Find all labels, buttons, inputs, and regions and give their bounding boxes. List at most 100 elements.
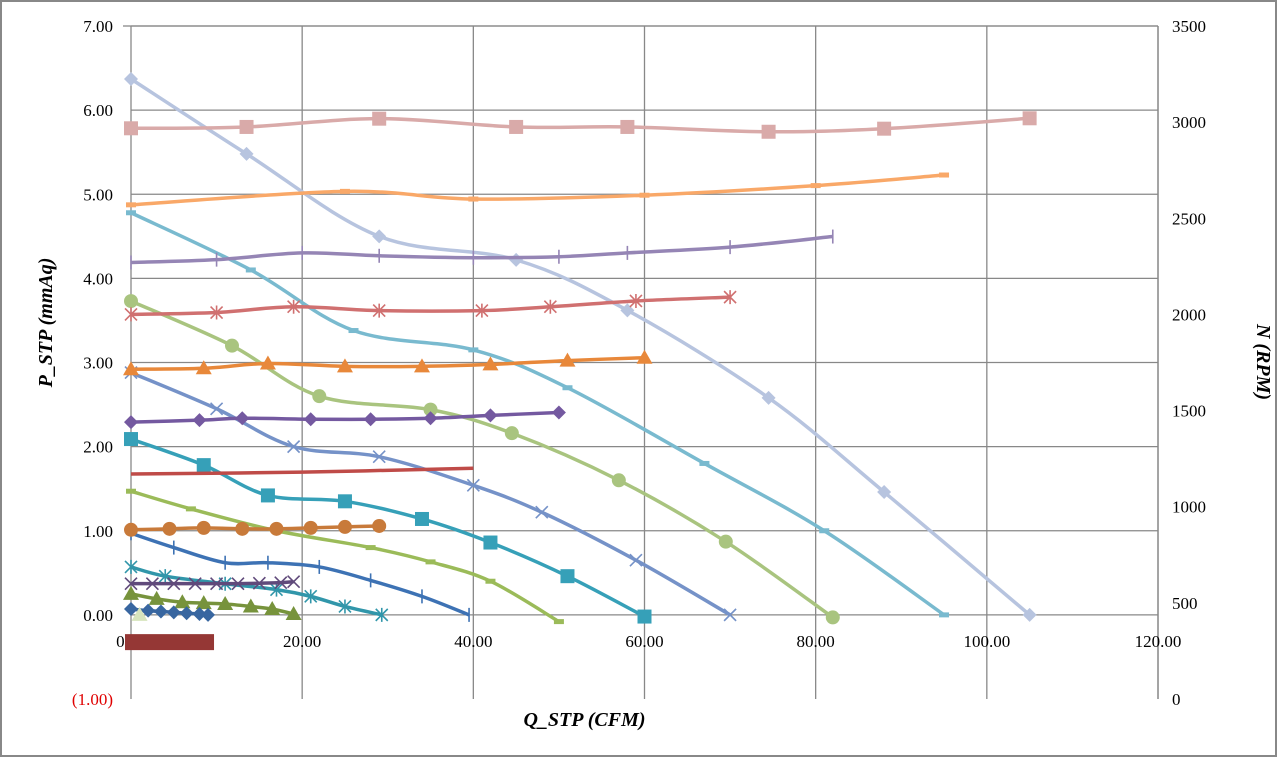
- series-p5: [124, 432, 652, 624]
- diamond-marker: [303, 412, 318, 427]
- y2-tick-label: 3500: [1172, 17, 1206, 36]
- x-marker: [466, 478, 480, 492]
- triangle-marker: [242, 598, 259, 613]
- asterisk-marker: [475, 303, 489, 318]
- y-tick-label: 5.00: [83, 185, 113, 204]
- square-marker: [1022, 111, 1037, 126]
- series-line: [130, 77, 1031, 617]
- x-marker: [274, 576, 288, 590]
- diamond-marker: [124, 415, 138, 430]
- asterisk-marker: [210, 305, 224, 320]
- series-line: [131, 579, 294, 586]
- triangle-marker: [123, 361, 139, 376]
- square-marker: [761, 124, 776, 139]
- x-marker: [372, 450, 386, 464]
- series-n8: [124, 518, 387, 537]
- series-line: [130, 295, 731, 317]
- circle-marker: [269, 521, 284, 536]
- x-marker: [535, 505, 549, 519]
- diamond-marker: [509, 252, 524, 267]
- triangle-marker: [131, 606, 148, 621]
- triangle-marker: [336, 358, 353, 373]
- triangle-marker: [482, 356, 499, 371]
- series-n9: [124, 575, 301, 591]
- triangle-marker: [413, 358, 430, 373]
- diamond-marker: [153, 604, 168, 619]
- y-tick-label: 2.00: [83, 438, 113, 457]
- x-marker: [188, 577, 202, 591]
- x-marker: [723, 608, 737, 622]
- diamond-marker: [141, 603, 156, 618]
- x-marker: [145, 577, 159, 591]
- x-axis-title: Q_STP (CFM): [523, 709, 645, 731]
- diamond-marker: [877, 485, 892, 500]
- square-marker: [124, 432, 138, 447]
- series-line: [130, 116, 1030, 134]
- triangle-marker: [259, 355, 276, 370]
- circle-marker: [372, 518, 387, 533]
- diamond-marker: [761, 390, 776, 405]
- x-tick-label: 80.00: [797, 632, 835, 651]
- square-marker: [196, 458, 211, 473]
- diamond-marker: [192, 413, 207, 428]
- triangle-marker: [174, 594, 191, 609]
- square-marker: [260, 488, 275, 503]
- asterisk-marker: [124, 559, 138, 574]
- square-marker: [372, 111, 387, 126]
- asterisk-marker: [304, 589, 318, 604]
- asterisk-marker: [287, 299, 301, 314]
- circle-marker: [337, 519, 352, 534]
- triangle-marker: [264, 600, 281, 615]
- circle-marker: [423, 402, 438, 417]
- circle-marker: [312, 389, 327, 404]
- triangle-marker: [217, 595, 234, 610]
- x-marker: [252, 576, 266, 590]
- circle-marker: [124, 294, 138, 309]
- diamond-marker: [192, 607, 207, 622]
- y2-tick-label: 3000: [1172, 113, 1206, 132]
- circle-marker: [825, 610, 840, 625]
- diamond-marker: [166, 605, 181, 620]
- triangle-marker: [636, 349, 653, 364]
- asterisk-marker: [375, 607, 389, 622]
- asterisk-marker: [124, 307, 138, 322]
- series-line: [130, 173, 945, 207]
- x-marker: [287, 440, 301, 454]
- diamond-marker: [124, 71, 138, 86]
- circle-marker: [162, 521, 177, 536]
- square-marker: [637, 609, 652, 624]
- asterisk-marker: [372, 303, 386, 318]
- asterisk-marker: [338, 599, 352, 614]
- diamond-marker: [201, 607, 216, 622]
- y2-tick-label: 500: [1172, 594, 1198, 613]
- asterisk-marker: [629, 293, 643, 308]
- series-p8: [124, 559, 389, 622]
- diamond-marker: [551, 405, 566, 420]
- x-marker: [210, 577, 224, 591]
- series-p2: [126, 210, 950, 618]
- series-p9: [123, 585, 302, 621]
- x-marker: [287, 575, 301, 589]
- x-tick-label: 20.00: [283, 632, 321, 651]
- asterisk-marker: [723, 290, 737, 305]
- square-marker: [877, 121, 892, 136]
- triangle-marker: [195, 360, 212, 375]
- series-p6: [126, 488, 564, 625]
- series-p3: [124, 294, 840, 625]
- x-tick-label: 100.00: [963, 632, 1010, 651]
- series-n2: [126, 172, 950, 208]
- square-marker: [124, 121, 138, 136]
- diamond-marker: [235, 411, 250, 426]
- series-line: [130, 211, 946, 617]
- triangle-marker: [148, 590, 165, 605]
- diamond-marker: [423, 411, 438, 426]
- x-marker: [167, 577, 181, 591]
- diamond-marker: [1022, 607, 1037, 622]
- y2-tick-label: 1500: [1172, 402, 1206, 421]
- y-tick-label: 3.00: [83, 354, 113, 373]
- circle-marker: [235, 521, 250, 536]
- circle-marker: [718, 534, 733, 549]
- y-tick-label: 4.00: [83, 269, 113, 288]
- square-marker: [337, 494, 352, 509]
